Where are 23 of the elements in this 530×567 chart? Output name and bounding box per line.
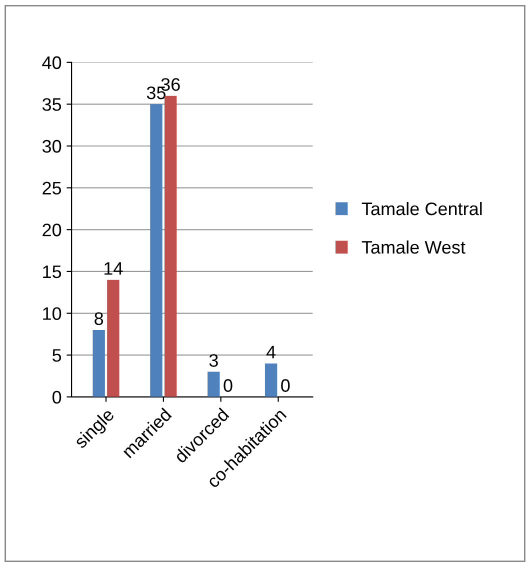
bar [107,280,120,397]
legend-label: Tamale West [362,240,466,254]
y-tick-label: 0 [52,390,62,404]
y-tick-label: 20 [42,224,62,236]
data-label: 4 [266,346,276,358]
y-tick-label: 40 [42,56,62,70]
y-tick-label: 15 [43,266,62,278]
data-label: 0 [281,379,290,392]
bar [92,330,105,397]
y-tick-label: 35 [42,98,62,111]
y-tick-label: 25 [42,182,62,195]
legend-label: Tamale Central [362,202,482,216]
bar [208,372,220,397]
data-label: 8 [94,312,104,326]
bar [164,96,177,397]
bar [150,104,162,397]
y-tick-label: 10 [43,307,62,320]
data-label: 0 [224,379,232,392]
y-tick-label: 30 [42,140,62,153]
y-tick-label: 5 [52,349,62,362]
data-label: 14 [104,262,123,275]
data-label: 3 [209,354,218,367]
bar [264,363,278,397]
